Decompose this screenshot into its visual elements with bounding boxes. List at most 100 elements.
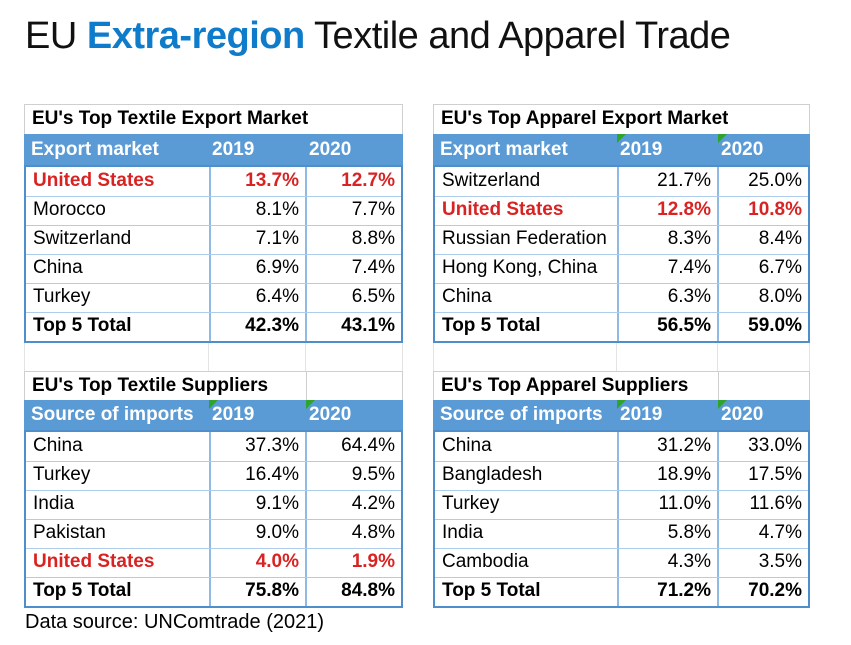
- row-value: 17.5%: [717, 462, 808, 490]
- row-label: Top 5 Total: [33, 315, 132, 336]
- table-header-row: Export market 2019 2020: [24, 134, 403, 165]
- row-value: 6.5%: [305, 284, 401, 312]
- row-value: 64.4%: [305, 432, 401, 461]
- row-value: 8.8%: [305, 226, 401, 254]
- table-title: EU's Top Textile Suppliers: [32, 375, 269, 396]
- table-title: EU's Top Textile Export Market: [32, 108, 309, 129]
- table-row: Russian Federation 8.3% 8.4%: [435, 225, 808, 254]
- row-label: United States: [33, 170, 155, 191]
- row-value: 42.3%: [209, 313, 305, 341]
- row-value: 6.3%: [617, 284, 717, 312]
- empty-grid-row: [24, 343, 403, 371]
- green-corner-flag-icon: [718, 134, 727, 143]
- row-value: 37.3%: [209, 432, 305, 461]
- row-value: 12.7%: [305, 167, 401, 196]
- row-label: Turkey: [442, 493, 500, 514]
- table-row: China 37.3% 64.4%: [26, 432, 401, 461]
- table-row: Cambodia 4.3% 3.5%: [435, 548, 808, 577]
- row-label: China: [442, 286, 492, 307]
- table-row: Turkey 11.0% 11.6%: [435, 490, 808, 519]
- row-value: 1.9%: [305, 549, 401, 577]
- row-label: Bangladesh: [442, 464, 543, 485]
- row-value: 84.8%: [305, 578, 401, 606]
- empty-cell: [209, 343, 306, 371]
- row-label: United States: [33, 551, 155, 572]
- row-value: 25.0%: [717, 167, 808, 196]
- table-header-row: Export market 2019 2020: [433, 134, 810, 165]
- row-value: 6.4%: [209, 284, 305, 312]
- table-title-row: EU's Top Apparel Export Market: [433, 104, 810, 134]
- green-corner-flag-icon: [617, 134, 626, 143]
- data-source-note: Data source: UNComtrade (2021): [25, 611, 325, 633]
- row-label: Cambodia: [442, 551, 529, 572]
- row-value: 3.5%: [717, 549, 808, 577]
- table-row: Top 5 Total 75.8% 84.8%: [26, 577, 401, 606]
- table-row: Top 5 Total 56.5% 59.0%: [435, 312, 808, 341]
- column-header-2019: 2019: [212, 139, 255, 160]
- table-row: Bangladesh 18.9% 17.5%: [435, 461, 808, 490]
- row-value: 9.5%: [305, 462, 401, 490]
- table-row: Top 5 Total 71.2% 70.2%: [435, 577, 808, 606]
- column-header-export-market: Export market: [31, 139, 159, 160]
- column-header-2020: 2020: [309, 139, 352, 160]
- green-corner-flag-icon: [306, 400, 315, 409]
- row-value: 70.2%: [717, 578, 808, 606]
- empty-grid-row: [433, 343, 810, 371]
- row-value: 4.2%: [305, 491, 401, 519]
- row-value: 7.1%: [209, 226, 305, 254]
- row-value: 18.9%: [617, 462, 717, 490]
- table-header-row: Source of imports 2019 2020: [24, 400, 403, 430]
- row-value: 6.7%: [717, 255, 808, 283]
- table-title: EU's Top Apparel Export Market: [441, 108, 729, 129]
- row-value: 75.8%: [209, 578, 305, 606]
- row-value: 13.7%: [209, 167, 305, 196]
- table-row: Turkey 16.4% 9.5%: [26, 461, 401, 490]
- column-header-2020: 2020: [306, 400, 403, 430]
- column-header-2020: 2020: [718, 400, 810, 430]
- row-label: Turkey: [33, 286, 91, 307]
- row-value: 4.7%: [717, 520, 808, 548]
- row-label: Switzerland: [33, 228, 132, 249]
- row-label: Switzerland: [442, 170, 541, 191]
- row-label: Top 5 Total: [442, 580, 541, 601]
- table-textile-export-market: EU's Top Textile Export Market Export ma…: [24, 104, 403, 343]
- column-header-source-of-imports: Source of imports: [31, 404, 194, 425]
- row-label: Turkey: [33, 464, 91, 485]
- row-value: 8.1%: [209, 197, 305, 225]
- table-row: Hong Kong, China 7.4% 6.7%: [435, 254, 808, 283]
- row-value: 8.3%: [617, 226, 717, 254]
- row-value: 11.6%: [717, 491, 808, 519]
- table-header-row: Source of imports 2019 2020: [433, 400, 810, 430]
- row-label: Russian Federation: [442, 228, 607, 249]
- row-value: 8.0%: [717, 284, 808, 312]
- row-value: 31.2%: [617, 432, 717, 461]
- table-row: China 31.2% 33.0%: [435, 432, 808, 461]
- table-row: Morocco 8.1% 7.7%: [26, 196, 401, 225]
- table-row: China 6.3% 8.0%: [435, 283, 808, 312]
- row-label: China: [33, 257, 83, 278]
- table-row: Turkey 6.4% 6.5%: [26, 283, 401, 312]
- column-header-2019: 2019: [617, 400, 718, 430]
- table-row: Switzerland 21.7% 25.0%: [435, 167, 808, 196]
- row-value: 12.8%: [617, 197, 717, 225]
- table-body: Switzerland 21.7% 25.0% United States 12.8% 1…: [433, 165, 810, 343]
- table-title-row: EU's Top Textile Suppliers: [24, 371, 403, 400]
- table-body: China 31.2% 33.0% Bangladesh 18.9% 17.5% Turke…: [433, 430, 810, 608]
- table-row: Pakistan 9.0% 4.8%: [26, 519, 401, 548]
- row-value: 8.4%: [717, 226, 808, 254]
- empty-cell: [306, 372, 402, 400]
- table-title-row: EU's Top Apparel Suppliers: [433, 371, 810, 400]
- row-value: 5.8%: [617, 520, 717, 548]
- column-header-export-market: Export market: [440, 139, 568, 160]
- column-header-2019: 2019: [617, 134, 718, 165]
- row-value: 7.4%: [617, 255, 717, 283]
- row-label: Morocco: [33, 199, 106, 220]
- empty-cell: [617, 343, 718, 371]
- column-header-source-of-imports: Source of imports: [440, 404, 603, 425]
- row-label: China: [33, 435, 83, 456]
- row-label: Pakistan: [33, 522, 106, 543]
- green-corner-flag-icon: [718, 400, 727, 409]
- row-value: 71.2%: [617, 578, 717, 606]
- row-value: 43.1%: [305, 313, 401, 341]
- page-title-highlight: Extra-region: [86, 15, 305, 57]
